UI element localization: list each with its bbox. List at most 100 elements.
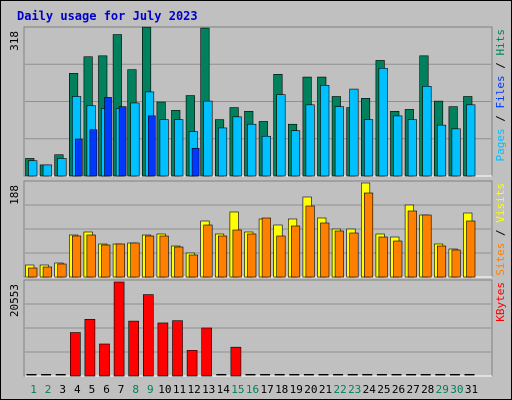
bar-kbytes: [449, 374, 460, 376]
x-tick-label: 9: [147, 383, 154, 396]
bar-sites: [393, 240, 403, 278]
bar-files: [349, 88, 359, 177]
bar-kbytes: [26, 374, 37, 376]
bar-sites: [451, 249, 461, 278]
bar-sites: [334, 230, 344, 278]
bar-files: [159, 119, 169, 177]
bar-kbytes: [70, 332, 81, 377]
bar-files: [378, 67, 388, 177]
bar-files: [290, 130, 301, 177]
bar-kbytes: [333, 374, 344, 376]
bar-files: [203, 100, 213, 177]
bar-sites: [276, 235, 286, 278]
legend-label-part: Hits: [494, 29, 507, 56]
bar-sites: [130, 242, 140, 278]
legend-label: Pages / Files / Hits: [494, 29, 507, 162]
chart-title: Daily usage for July 2023: [17, 9, 198, 23]
x-tick-label: 8: [132, 383, 139, 396]
x-tick-label: 13: [202, 383, 215, 396]
bar-kbytes: [113, 281, 125, 377]
legend-label: KBytes: [494, 282, 507, 322]
x-tick-label: 30: [450, 383, 463, 396]
bar-files: [218, 127, 228, 177]
legend-label-part: KBytes: [494, 282, 507, 322]
bar-files: [393, 115, 403, 177]
legend-label-part: /: [494, 56, 507, 76]
bar-files: [422, 86, 432, 177]
bar-pages: [118, 106, 127, 177]
bar-sites: [203, 224, 213, 278]
bar-kbytes: [420, 374, 431, 376]
x-tick-label: 2: [45, 383, 52, 396]
legend-label-part: Sites: [494, 243, 507, 276]
x-tick-label: 29: [436, 383, 449, 396]
bar-files: [174, 119, 184, 177]
x-tick-label: 7: [118, 383, 125, 396]
x-tick-label: 24: [363, 383, 377, 396]
bar-kbytes: [376, 374, 387, 376]
bar-files: [407, 119, 417, 177]
bar-kbytes: [318, 374, 329, 376]
axis-max-label: 318: [8, 31, 21, 51]
x-tick-label: 14: [217, 383, 231, 396]
bar-files: [466, 104, 476, 177]
bar-sites: [101, 244, 111, 278]
bar-sites: [305, 205, 315, 278]
bar-sites: [218, 235, 228, 278]
bar-pages: [89, 129, 98, 177]
x-tick-label: 21: [319, 383, 332, 396]
bar-sites: [320, 222, 330, 278]
bar-files: [28, 160, 38, 177]
bar-sites: [378, 236, 388, 278]
bar-sites: [363, 192, 374, 278]
bar-kbytes: [128, 320, 139, 377]
bar-kbytes: [55, 374, 66, 376]
bar-files: [334, 106, 344, 177]
bar-kbytes: [143, 294, 154, 377]
bar-kbytes: [216, 374, 227, 376]
bar-kbytes: [464, 374, 475, 376]
x-tick-label: 4: [74, 383, 81, 396]
legend-label-part: Pages: [494, 128, 507, 161]
bar-sites: [290, 225, 301, 278]
bar-files: [57, 158, 67, 177]
legend-label-part: Files: [494, 75, 507, 108]
bar-files: [276, 94, 286, 177]
bar-sites: [232, 229, 242, 278]
bar-sites: [436, 245, 447, 278]
x-tick-label: 23: [348, 383, 361, 396]
bar-kbytes: [362, 374, 373, 376]
x-tick-label: 20: [304, 383, 317, 396]
x-tick-label: 19: [290, 383, 303, 396]
bar-kbytes: [435, 374, 446, 376]
bar-sites: [466, 220, 476, 278]
bar-sites: [57, 263, 67, 278]
bar-kbytes: [230, 346, 242, 377]
x-tick-label: 31: [465, 383, 478, 396]
bar-kbytes: [172, 320, 183, 377]
legend-label-part: /: [494, 223, 507, 243]
bar-kbytes: [303, 374, 314, 376]
legend-label: Sites / Visits: [494, 183, 507, 276]
x-tick-label: 6: [103, 383, 110, 396]
bar-sites: [188, 254, 198, 278]
bar-sites: [28, 267, 38, 278]
bar-files: [436, 124, 447, 177]
bar-files: [363, 119, 374, 177]
bar-sites: [247, 233, 257, 278]
bar-sites: [261, 217, 271, 278]
bar-kbytes: [41, 374, 52, 376]
bar-kbytes: [245, 374, 256, 376]
x-tick-label: 26: [392, 383, 405, 396]
bar-pages: [104, 97, 112, 177]
bar-sites: [174, 246, 184, 278]
x-tick-label: 10: [158, 383, 171, 396]
bar-kbytes: [274, 374, 285, 376]
bar-sites: [422, 214, 432, 278]
legend-label-part: /: [494, 109, 507, 129]
bar-sites: [115, 243, 125, 278]
x-tick-label: 28: [421, 383, 434, 396]
bar-files: [42, 164, 52, 177]
bar-kbytes: [289, 374, 300, 376]
